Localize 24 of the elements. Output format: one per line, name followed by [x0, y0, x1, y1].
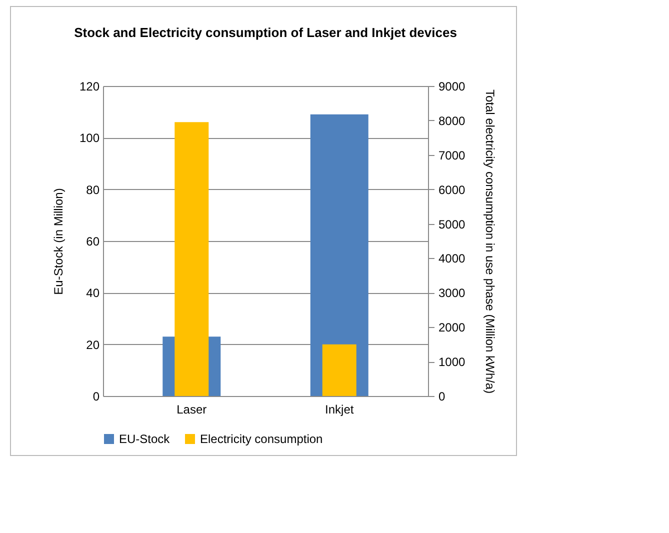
y2-tick-label: 3000	[438, 286, 466, 300]
chart-title: Stock and Electricity consumption of Laser and Inkjet devices	[74, 25, 457, 40]
y-axis-title: Eu-Stock (in Million)	[51, 188, 66, 295]
y2-tick-label: 7000	[438, 148, 466, 162]
y2-tick-label: 0	[438, 390, 446, 404]
legend-label: Electricity consumption	[200, 432, 323, 446]
y2-tick-label: 9000	[438, 80, 466, 94]
y-tick-label: 80	[86, 182, 100, 197]
y-tick-label: 40	[86, 286, 100, 300]
y2-axis-title: Total electricity consumption in use phase (Million kWh/a)	[483, 89, 498, 394]
y-tick-label: 60	[86, 234, 100, 248]
legend-label: EU-Stock	[119, 432, 171, 446]
x-tick-label: Inkjet	[325, 402, 354, 416]
y2-tick-label: 2000	[438, 320, 466, 335]
y2-tick-label: 1000	[438, 355, 466, 370]
y-tick-label: 100	[79, 131, 100, 146]
y-tick-label: 20	[86, 338, 100, 352]
y-tick-label: 0	[92, 390, 100, 404]
y2-tick-label: 8000	[438, 114, 466, 128]
y-tick-label: 120	[79, 80, 100, 94]
y2-tick-label: 4000	[438, 252, 466, 266]
y2-tick-label: 6000	[438, 182, 466, 197]
x-tick-label: Laser	[176, 402, 207, 416]
y2-tick-label: 5000	[438, 217, 466, 232]
